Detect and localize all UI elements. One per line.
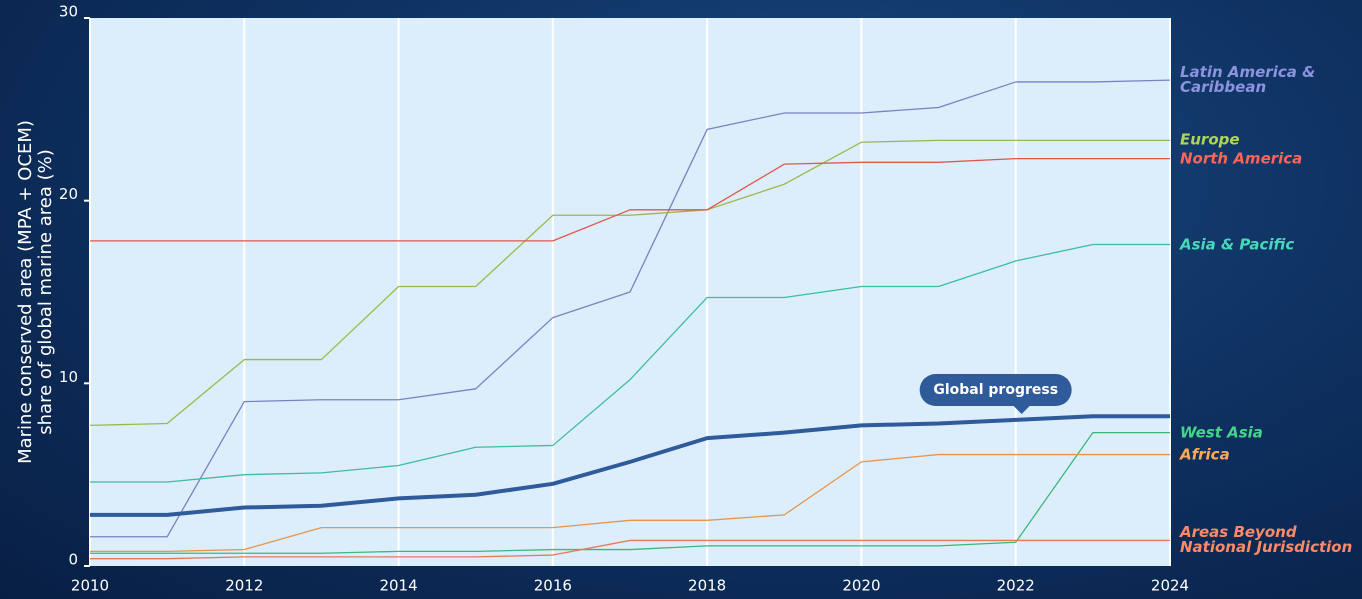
x-tick-label: 2022 — [997, 577, 1035, 595]
y-tick-label: 30 — [59, 3, 78, 21]
x-tick-label: 2014 — [379, 577, 417, 595]
x-tick-label: 2016 — [534, 577, 572, 595]
page: 201020122014201620182020202220240102030 … — [0, 0, 1362, 599]
y-axis-title: Marine conserved area (MPA + OCEM) share… — [16, 12, 56, 572]
series-label: Latin America & Caribbean — [1180, 65, 1315, 95]
series-label: North America — [1180, 151, 1302, 166]
y-tick-label: 10 — [59, 368, 78, 386]
series-label: Europe — [1180, 133, 1240, 148]
series-label: Areas Beyond National Jurisdiction — [1180, 525, 1352, 555]
x-tick-label: 2024 — [1151, 577, 1189, 595]
y-tick-label: 20 — [59, 185, 78, 203]
y-tick-label: 0 — [68, 551, 78, 569]
annotation: Global progress — [919, 374, 1072, 406]
series-label: Africa — [1180, 447, 1230, 462]
series-label: West Asia — [1180, 425, 1263, 440]
series-label: Asia & Pacific — [1180, 237, 1294, 252]
x-tick-label: 2010 — [71, 577, 109, 595]
x-tick-label: 2018 — [688, 577, 726, 595]
x-tick-label: 2012 — [225, 577, 263, 595]
x-tick-label: 2020 — [842, 577, 880, 595]
chart: 2010 2012 2014 2016 2018 2020 2022 2024 0 10 20 30 — [0, 0, 1362, 599]
